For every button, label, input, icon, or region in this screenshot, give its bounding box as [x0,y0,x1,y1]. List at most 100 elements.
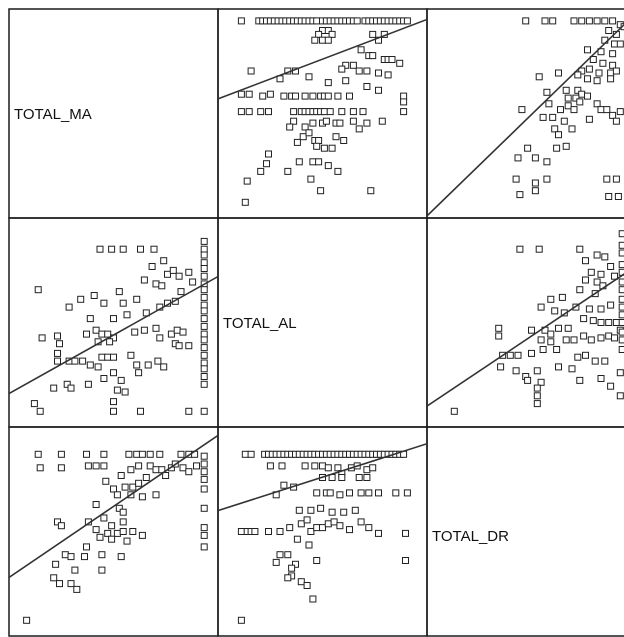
data-point [597,270,605,278]
data-point [307,175,315,183]
data-point [83,330,90,338]
data-point [96,533,104,541]
data-point [84,462,92,470]
data-point [334,464,342,472]
data-point [618,346,624,353]
data-point [108,245,116,253]
data-point [591,357,599,365]
data-point [618,241,624,249]
data-point [123,311,131,319]
data-point [303,516,311,524]
data-point [92,501,100,508]
data-point [609,17,617,25]
data-point [125,450,133,458]
data-point [605,319,613,326]
data-point [110,315,117,323]
data-point [375,86,382,94]
data-point [67,580,75,588]
data-point [175,342,183,350]
data-point [293,138,301,146]
data-point [100,514,108,522]
data-point [200,359,208,367]
data-point [403,17,411,25]
data-point [288,564,296,572]
data-point [237,90,245,98]
data-point [585,115,593,123]
data-point [528,349,535,357]
data-point [305,129,313,137]
data-point [83,543,90,551]
data-point [115,288,123,296]
data-point [549,113,557,121]
data-point [286,524,294,532]
data-point [34,450,42,458]
data-point [237,528,245,535]
data-point [363,83,371,90]
data-point [497,363,505,371]
data-point [557,106,564,114]
data-point [104,330,112,338]
data-point [603,106,611,114]
data-point [365,524,373,532]
data-point [119,528,127,535]
data-point [611,272,618,280]
data-point [137,407,144,415]
data-point [34,286,42,294]
data-point [200,365,208,373]
data-point [313,17,321,25]
regression-line [218,18,427,100]
regression-line [427,273,624,407]
data-point [357,46,365,54]
data-point [200,468,208,476]
data-point [545,100,553,108]
data-point [100,299,108,307]
data-point [562,86,570,94]
data-point [106,338,114,346]
regression-line [218,442,427,512]
data-point [63,380,71,388]
data-point [57,522,65,530]
data-point [582,276,589,284]
data-point [138,493,146,501]
data-point [98,353,106,361]
data-point [108,522,116,530]
data-point [551,307,559,315]
data-point [599,59,607,67]
data-point [533,384,541,392]
data-point [90,292,98,299]
data-point [137,245,144,253]
data-point [342,61,350,69]
data-point [359,108,367,116]
data-point [317,187,325,195]
data-point [263,160,270,168]
data-point [200,380,208,388]
data-point [618,336,624,344]
data-point [303,582,311,589]
data-point [84,380,92,388]
data-point [324,36,332,44]
data-point [266,90,274,98]
data-point [578,67,586,75]
data-point [200,301,208,309]
data-point [280,92,288,100]
data-point [96,245,104,253]
data-point [292,92,299,100]
data-point [349,61,357,69]
data-point [83,450,90,458]
data-point [587,336,595,344]
data-point [612,117,620,125]
data-point [589,56,597,63]
data-point [537,378,545,386]
data-point [597,319,605,326]
data-point [618,278,624,286]
variable-label-total-al: TOTAL_AL [223,315,297,332]
data-point [200,344,208,352]
data-point [200,336,208,344]
data-point [110,398,117,406]
data-point [67,384,75,392]
data-point [574,86,582,94]
data-point [560,117,568,125]
data-point [375,489,382,497]
data-point [241,450,249,458]
data-point [52,560,60,568]
